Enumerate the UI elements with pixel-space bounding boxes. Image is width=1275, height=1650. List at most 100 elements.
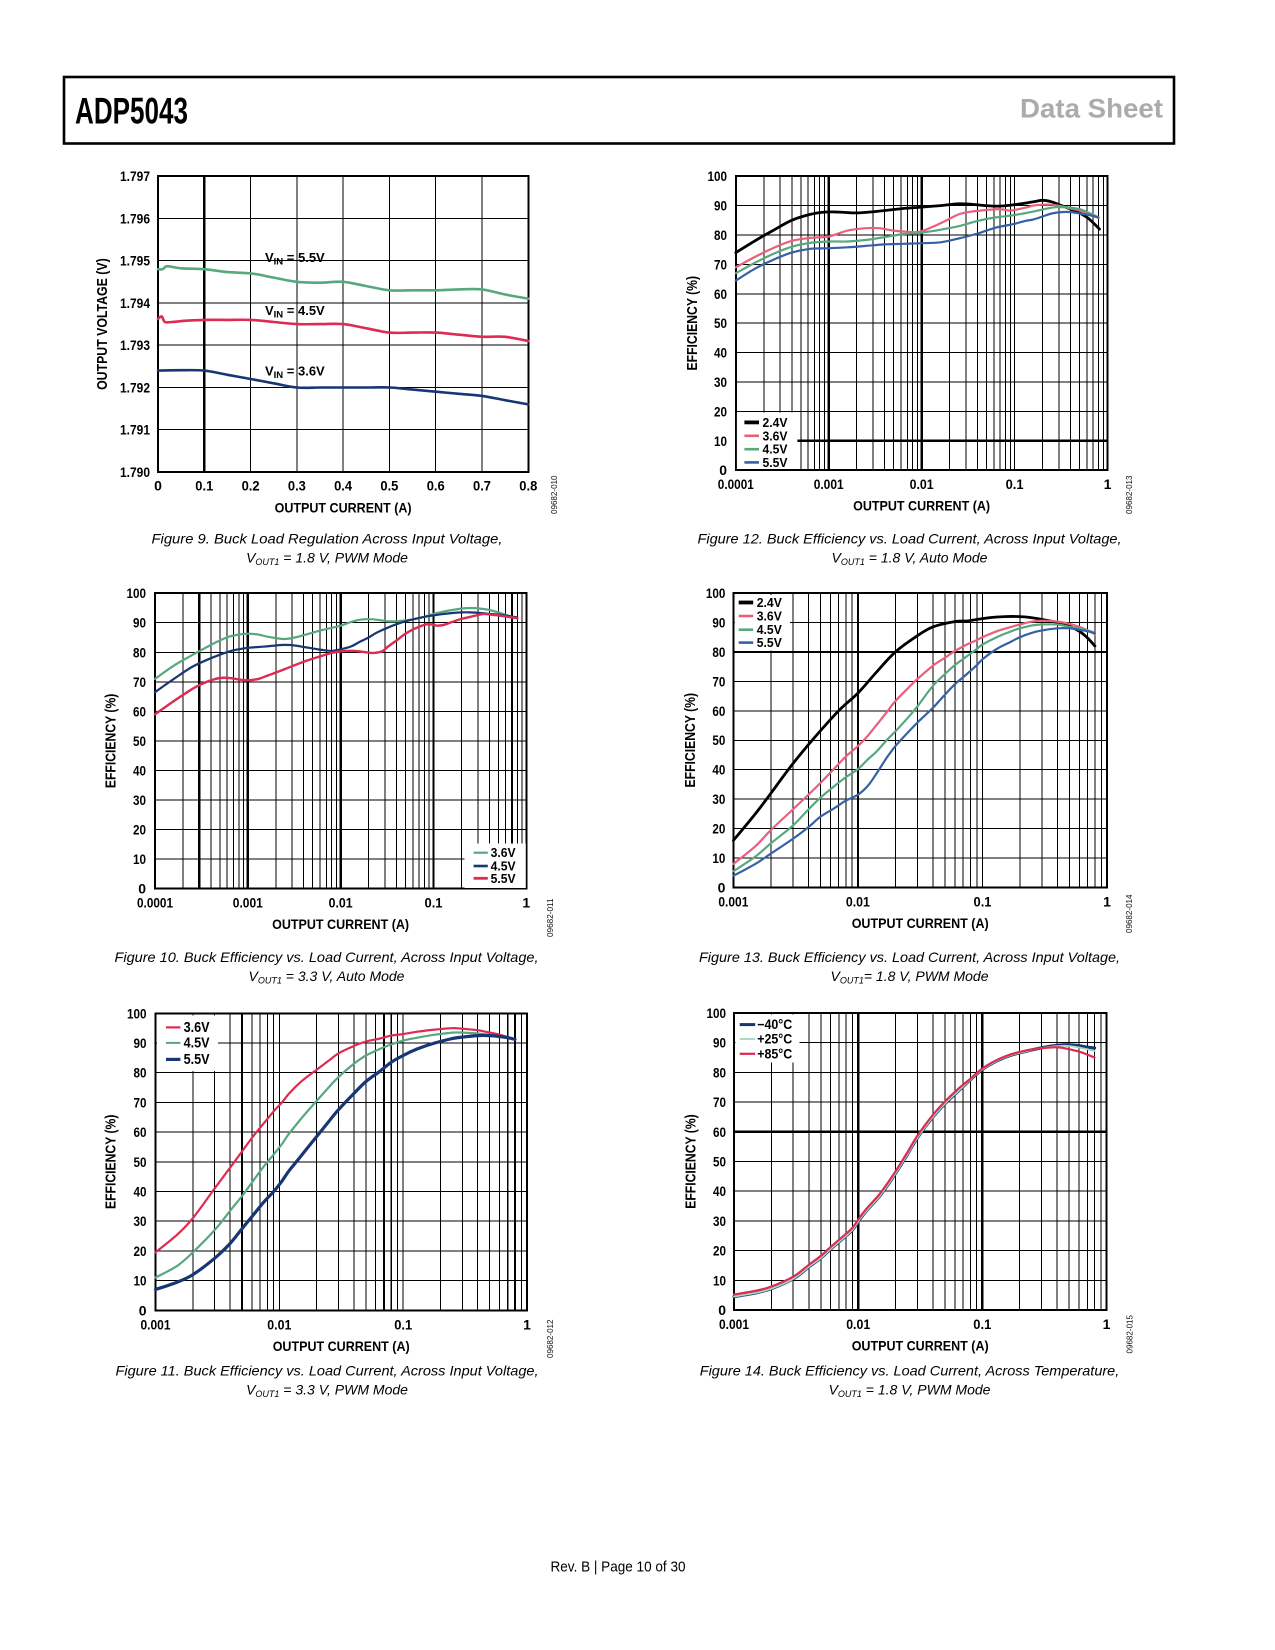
svg-text:ADP5043: ADP5043 xyxy=(75,91,188,132)
svg-text:50: 50 xyxy=(134,1154,147,1170)
svg-text:1: 1 xyxy=(523,1316,531,1332)
svg-text:4.5V: 4.5V xyxy=(184,1034,210,1051)
svg-text:0.001: 0.001 xyxy=(719,1316,749,1332)
svg-text:60: 60 xyxy=(134,1124,147,1140)
svg-text:VOUT1 = 3.3 V, PWM Mode: VOUT1 = 3.3 V, PWM Mode xyxy=(246,1382,408,1400)
svg-text:1.791: 1.791 xyxy=(120,422,150,438)
svg-text:OUTPUT CURRENT (A): OUTPUT CURRENT (A) xyxy=(275,500,412,516)
svg-text:1.793: 1.793 xyxy=(120,337,150,353)
svg-text:70: 70 xyxy=(713,1094,726,1110)
svg-text:10: 10 xyxy=(713,1272,726,1288)
svg-text:4.5V: 4.5V xyxy=(491,860,517,874)
svg-text:0.1: 0.1 xyxy=(973,1316,991,1332)
svg-text:OUTPUT CURRENT (A): OUTPUT CURRENT (A) xyxy=(852,915,989,931)
svg-text:0.01: 0.01 xyxy=(910,476,934,492)
svg-text:10: 10 xyxy=(712,850,725,866)
svg-text:0.001: 0.001 xyxy=(233,895,263,911)
svg-text:40: 40 xyxy=(714,345,727,361)
svg-text:09682-010: 09682-010 xyxy=(550,475,559,514)
svg-text:VOUT1= 1.8 V, PWM Mode: VOUT1= 1.8 V, PWM Mode xyxy=(831,968,989,986)
svg-text:10: 10 xyxy=(134,1273,147,1289)
svg-text:10: 10 xyxy=(714,433,727,449)
svg-text:1.794: 1.794 xyxy=(120,295,150,311)
svg-text:90: 90 xyxy=(134,1035,147,1051)
svg-text:Figure 11. Buck Efficiency vs.: Figure 11. Buck Efficiency vs. Load Curr… xyxy=(116,1363,539,1379)
svg-text:09682-012: 09682-012 xyxy=(546,1319,555,1358)
svg-text:20: 20 xyxy=(713,1243,726,1259)
svg-text:0.2: 0.2 xyxy=(242,478,260,494)
svg-text:09682-015: 09682-015 xyxy=(1126,1315,1135,1354)
svg-text:Rev. B | Page 10 of 30: Rev. B | Page 10 of 30 xyxy=(551,1559,686,1576)
svg-text:0: 0 xyxy=(154,478,162,494)
svg-text:0.001: 0.001 xyxy=(814,476,844,492)
svg-text:3.6V: 3.6V xyxy=(184,1019,210,1036)
svg-text:4.5V: 4.5V xyxy=(763,443,789,457)
svg-text:20: 20 xyxy=(133,822,146,838)
svg-text:0.8: 0.8 xyxy=(519,478,537,494)
svg-text:Figure 13. Buck Efficiency vs.: Figure 13. Buck Efficiency vs. Load Curr… xyxy=(699,949,1120,965)
svg-text:30: 30 xyxy=(133,792,146,808)
svg-text:VOUT1 = 1.8 V, PWM Mode: VOUT1 = 1.8 V, PWM Mode xyxy=(246,550,408,568)
svg-text:Data Sheet: Data Sheet xyxy=(1020,93,1163,123)
svg-text:0.0001: 0.0001 xyxy=(718,476,754,492)
svg-text:40: 40 xyxy=(133,762,146,778)
svg-text:40: 40 xyxy=(713,1183,726,1199)
svg-text:60: 60 xyxy=(713,1124,726,1140)
svg-text:2.4V: 2.4V xyxy=(763,416,789,430)
svg-text:60: 60 xyxy=(133,703,146,719)
svg-text:50: 50 xyxy=(713,1154,726,1170)
svg-text:1: 1 xyxy=(1103,894,1111,910)
svg-text:1.796: 1.796 xyxy=(120,211,150,227)
svg-text:20: 20 xyxy=(134,1243,147,1259)
svg-text:4.5V: 4.5V xyxy=(757,623,783,637)
svg-text:50: 50 xyxy=(714,315,727,331)
svg-text:0.1: 0.1 xyxy=(974,894,992,910)
svg-text:0.01: 0.01 xyxy=(846,1316,870,1332)
svg-text:50: 50 xyxy=(712,732,725,748)
svg-text:Figure 12. Buck Efficiency vs.: Figure 12. Buck Efficiency vs. Load Curr… xyxy=(698,531,1122,547)
svg-text:EFFICIENCY (%): EFFICIENCY (%) xyxy=(103,694,120,789)
svg-text:20: 20 xyxy=(712,821,725,837)
svg-text:3.6V: 3.6V xyxy=(763,429,789,443)
svg-text:50: 50 xyxy=(133,733,146,749)
svg-text:5.5V: 5.5V xyxy=(184,1051,210,1068)
svg-text:OUTPUT CURRENT (A): OUTPUT CURRENT (A) xyxy=(852,1338,989,1354)
svg-text:80: 80 xyxy=(712,644,725,660)
svg-text:0.001: 0.001 xyxy=(718,894,748,910)
svg-text:1: 1 xyxy=(522,895,530,911)
svg-text:0.1: 0.1 xyxy=(195,478,213,494)
svg-text:90: 90 xyxy=(714,198,727,214)
svg-text:OUTPUT VOLTAGE (V): OUTPUT VOLTAGE (V) xyxy=(94,258,111,390)
svg-text:0.001: 0.001 xyxy=(141,1316,171,1332)
svg-text:70: 70 xyxy=(133,674,146,690)
svg-text:30: 30 xyxy=(712,791,725,807)
svg-text:0: 0 xyxy=(718,880,726,896)
svg-text:100: 100 xyxy=(707,1005,727,1021)
svg-text:−40°C: −40°C xyxy=(757,1017,792,1032)
svg-text:1.792: 1.792 xyxy=(120,380,150,396)
svg-text:VOUT1 = 1.8 V, PWM Mode: VOUT1 = 1.8 V, PWM Mode xyxy=(829,1382,991,1400)
svg-text:09682-011: 09682-011 xyxy=(546,898,555,937)
svg-text:5.5V: 5.5V xyxy=(491,872,517,886)
svg-text:0: 0 xyxy=(718,1302,726,1318)
svg-text:1.795: 1.795 xyxy=(120,253,150,269)
svg-text:1: 1 xyxy=(1104,476,1112,492)
svg-text:1.790: 1.790 xyxy=(120,464,150,480)
svg-text:30: 30 xyxy=(714,374,727,390)
svg-text:0.01: 0.01 xyxy=(846,894,870,910)
svg-text:40: 40 xyxy=(134,1184,147,1200)
svg-text:0: 0 xyxy=(139,1302,147,1318)
svg-text:+25°C: +25°C xyxy=(757,1032,792,1047)
svg-text:EFFICIENCY (%): EFFICIENCY (%) xyxy=(684,276,701,371)
svg-text:0.01: 0.01 xyxy=(267,1316,291,1332)
svg-text:0.4: 0.4 xyxy=(334,478,352,494)
svg-text:10: 10 xyxy=(133,851,146,867)
svg-text:VOUT1 = 1.8 V, Auto Mode: VOUT1 = 1.8 V, Auto Mode xyxy=(832,550,988,568)
svg-text:0.1: 0.1 xyxy=(425,895,443,911)
svg-text:+85°C: +85°C xyxy=(757,1046,792,1061)
svg-text:0.1: 0.1 xyxy=(394,1316,412,1332)
svg-text:09682-014: 09682-014 xyxy=(1125,894,1134,933)
svg-text:0.0001: 0.0001 xyxy=(137,895,173,911)
svg-text:0: 0 xyxy=(719,462,727,478)
svg-text:5.5V: 5.5V xyxy=(763,456,789,470)
